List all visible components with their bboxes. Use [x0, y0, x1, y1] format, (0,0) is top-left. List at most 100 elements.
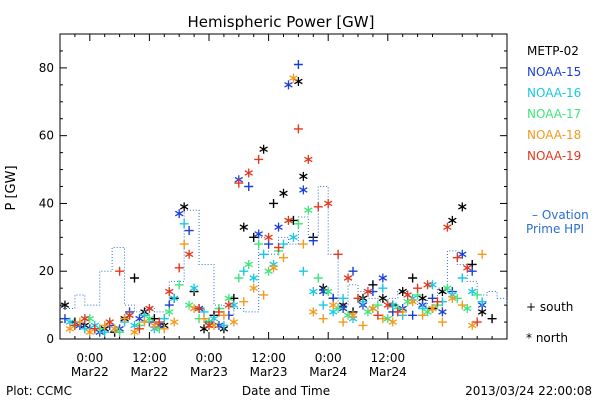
- plus-marker: [234, 273, 244, 283]
- plus-marker: [308, 236, 318, 246]
- plus-marker: [259, 290, 269, 300]
- plus-marker: [219, 320, 229, 330]
- plus-marker: [413, 283, 423, 293]
- star-marker: [130, 327, 139, 337]
- ovation-step-line: [60, 186, 508, 316]
- plus-marker: [115, 266, 125, 276]
- star-marker: [145, 304, 154, 313]
- plus-marker: [239, 297, 249, 307]
- plus-marker: [313, 202, 323, 212]
- plus-marker: [457, 273, 467, 283]
- x-tick-time: 12:00: [371, 351, 406, 365]
- plus-marker: [174, 280, 184, 290]
- plus-marker: [348, 266, 358, 276]
- plus-marker: [333, 249, 343, 259]
- plus-marker: [338, 317, 348, 327]
- star-marker: [289, 73, 298, 83]
- marker-legend-entry: + south: [526, 300, 573, 314]
- star-marker: [363, 307, 373, 317]
- star-marker: [388, 317, 398, 327]
- y-axis-label: P [GW]: [4, 165, 19, 210]
- legend-entry: METP-02: [527, 44, 579, 58]
- x-axis: 0:00Mar2212:00Mar220:00Mar2312:00Mar230:…: [59, 34, 493, 379]
- plus-marker: [408, 273, 418, 283]
- plus-marker: [134, 324, 144, 334]
- y-tick-label: 80: [39, 61, 54, 75]
- plus-marker: [338, 293, 348, 303]
- star-marker: [448, 215, 457, 225]
- marker-legend-entry: * north: [526, 331, 568, 345]
- data-markers: [60, 60, 497, 337]
- plus-marker: [452, 293, 462, 303]
- plus-marker: [239, 266, 249, 276]
- plus-marker: [70, 320, 80, 330]
- star-marker: [338, 304, 348, 313]
- plus-marker: [313, 273, 323, 283]
- x-tick-time: 12:00: [251, 351, 286, 365]
- plus-marker: [378, 283, 388, 293]
- star-marker: [408, 297, 417, 307]
- plus-marker: [373, 310, 383, 320]
- x-tick-time: 0:00: [196, 351, 223, 365]
- plus-marker: [274, 243, 284, 252]
- plus-marker: [408, 310, 418, 320]
- plus-marker: [457, 300, 467, 310]
- star-marker: [145, 314, 154, 324]
- plus-marker: [358, 297, 368, 307]
- plus-marker: [452, 253, 462, 263]
- star-marker: [428, 280, 437, 290]
- plus-marker: [179, 219, 189, 229]
- plus-marker: [477, 297, 487, 307]
- star-marker: [204, 320, 214, 330]
- star-marker: [343, 273, 353, 283]
- star-marker: [348, 310, 358, 320]
- star-marker: [169, 293, 179, 303]
- plus-marker: [184, 226, 194, 236]
- plus-marker: [472, 290, 482, 300]
- x-tick-date: Mar23: [250, 365, 288, 379]
- legend: METP-02 NOAA-15 NOAA-16 NOAA-17 NOAA-18 NOAA-…: [527, 44, 581, 163]
- star-marker: [323, 198, 333, 208]
- plus-marker: [194, 304, 204, 313]
- marker-legend: + south * north: [526, 300, 573, 345]
- plus-marker: [368, 287, 378, 297]
- star-marker: [224, 300, 234, 310]
- legend-entry: NOAA-15: [527, 65, 581, 79]
- star-marker: [105, 317, 114, 327]
- star-marker: [318, 287, 328, 297]
- star-marker: [150, 320, 159, 330]
- star-marker: [249, 283, 258, 293]
- plus-marker: [432, 297, 442, 307]
- series-noaa-19: [70, 124, 482, 334]
- plus-marker: [393, 307, 403, 317]
- star-marker: [169, 317, 179, 327]
- plus-marker: [120, 314, 130, 324]
- star-marker: [60, 300, 70, 310]
- star-marker: [179, 202, 189, 212]
- plus-marker: [159, 324, 169, 334]
- plus-marker: [154, 317, 164, 327]
- plus-marker: [428, 293, 437, 303]
- star-marker: [85, 327, 95, 337]
- plus-marker: [477, 249, 487, 259]
- plus-marker: [333, 304, 343, 313]
- star-marker: [328, 300, 338, 310]
- star-marker: [85, 314, 95, 324]
- plus-marker: [279, 239, 288, 249]
- plus-marker: [214, 307, 224, 317]
- star-marker: [299, 171, 308, 181]
- star-marker: [398, 287, 407, 297]
- plus-marker: [318, 314, 328, 324]
- star-marker: [229, 317, 239, 327]
- star-marker: [458, 202, 467, 212]
- legend-entry: NOAA-16: [527, 86, 581, 100]
- star-marker: [274, 222, 283, 232]
- plus-marker: [293, 219, 303, 229]
- y-tick-label: 60: [39, 129, 54, 143]
- y-tick-label: 0: [46, 332, 54, 346]
- x-tick-date: Mar23: [190, 365, 228, 379]
- plus-marker: [80, 324, 90, 334]
- star-marker: [189, 283, 199, 293]
- x-tick-time: 12:00: [132, 351, 167, 365]
